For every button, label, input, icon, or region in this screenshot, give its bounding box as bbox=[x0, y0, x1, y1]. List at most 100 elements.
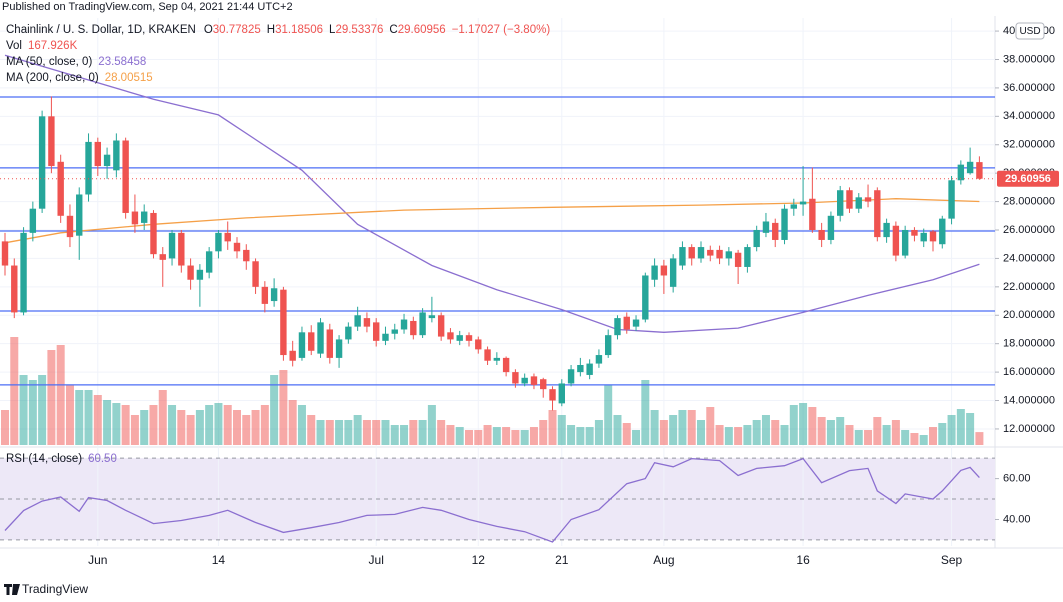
candle-body bbox=[205, 251, 213, 273]
volume-bar bbox=[910, 433, 919, 445]
volume-bar bbox=[28, 380, 37, 445]
brand: TradingView bbox=[22, 582, 88, 596]
volume-bar bbox=[817, 417, 826, 445]
candle-body bbox=[103, 154, 111, 167]
volume-bar bbox=[882, 425, 891, 445]
rsi-tick-label: 40.00 bbox=[1003, 513, 1031, 525]
candle-body bbox=[345, 326, 352, 340]
x-tick-label: 14 bbox=[212, 553, 226, 567]
candle-body bbox=[465, 335, 473, 341]
volume-bar bbox=[205, 405, 214, 445]
x-tick-label: 21 bbox=[555, 553, 569, 567]
ma-legend-name: MA (50, close, 0) bbox=[6, 56, 92, 68]
volume-bar bbox=[446, 425, 455, 445]
candle-body bbox=[178, 232, 185, 266]
ohlc-value: 30.77825 bbox=[213, 24, 261, 36]
volume-bar bbox=[743, 425, 752, 445]
candle-body bbox=[66, 215, 74, 238]
x-tick-label: Sep bbox=[941, 553, 963, 567]
volume-bar bbox=[752, 420, 761, 445]
candle-body bbox=[781, 208, 788, 240]
candle-body bbox=[168, 232, 176, 259]
candle-body bbox=[141, 211, 148, 223]
volume-bar bbox=[966, 413, 975, 445]
candle-body bbox=[48, 116, 55, 167]
volume-bar bbox=[19, 375, 28, 445]
candle-body bbox=[11, 265, 18, 313]
volume-bar bbox=[669, 415, 678, 445]
volume-bar bbox=[780, 425, 789, 445]
volume-bar bbox=[697, 420, 705, 445]
volume-bar bbox=[947, 415, 956, 445]
candle-body bbox=[308, 332, 315, 351]
candle-body bbox=[734, 252, 742, 267]
candle-body bbox=[651, 265, 658, 280]
volume-bar bbox=[325, 420, 334, 445]
x-tick-label: 12 bbox=[472, 553, 486, 567]
candle-body bbox=[94, 141, 101, 167]
volume-bar bbox=[400, 425, 409, 445]
volume-bar bbox=[567, 425, 576, 445]
volume-bar bbox=[233, 410, 241, 445]
volume-bar bbox=[734, 427, 743, 445]
candle-body bbox=[38, 116, 46, 209]
volume-bar bbox=[121, 405, 130, 445]
candle-body bbox=[920, 232, 927, 242]
volume-bar bbox=[520, 430, 529, 445]
volume-bar bbox=[864, 430, 873, 445]
candle-body bbox=[725, 251, 733, 259]
volume-bar bbox=[502, 427, 511, 445]
candle-body bbox=[187, 265, 194, 280]
volume-bar bbox=[761, 415, 770, 445]
volume-bar bbox=[474, 430, 483, 445]
volume-bar bbox=[845, 425, 854, 445]
candle-body bbox=[864, 197, 872, 202]
candle-body bbox=[948, 180, 955, 219]
candle-body bbox=[484, 349, 491, 361]
candle-body bbox=[419, 312, 426, 336]
candle-body bbox=[475, 339, 482, 350]
candle-body bbox=[437, 315, 445, 337]
volume-bar bbox=[297, 405, 306, 445]
currency-box bbox=[1015, 22, 1045, 40]
candle-body bbox=[224, 232, 231, 242]
volume-bar bbox=[427, 405, 436, 445]
ohlc-key: O bbox=[204, 24, 213, 36]
candle-body bbox=[642, 275, 649, 320]
volume-bar bbox=[260, 405, 269, 445]
y-tick-label: 16.000000 bbox=[1003, 366, 1055, 378]
volume-legend-value: 167.926K bbox=[28, 40, 78, 52]
candle-body bbox=[567, 369, 575, 384]
volume-bar bbox=[335, 420, 344, 445]
ohlc-value: 29.60956 bbox=[398, 24, 446, 36]
volume-bar bbox=[390, 425, 399, 445]
volume-bar bbox=[288, 400, 297, 445]
currency-label: USD bbox=[1019, 26, 1040, 37]
ma-line bbox=[4, 54, 980, 333]
volume-bar bbox=[465, 430, 473, 445]
candle-body bbox=[688, 247, 695, 259]
ma-legend-name: MA (200, close, 0) bbox=[6, 72, 99, 84]
rsi-legend-name: RSI (14, close) bbox=[6, 453, 82, 465]
candle-body bbox=[76, 194, 83, 236]
y-tick-label: 14.000000 bbox=[1003, 394, 1055, 406]
candle-body bbox=[530, 376, 538, 385]
volume-bar bbox=[103, 400, 112, 445]
volume-bar bbox=[799, 403, 808, 445]
candle-body bbox=[335, 339, 343, 358]
candle-body bbox=[809, 198, 816, 231]
volume-bar bbox=[112, 403, 121, 445]
volume-bar bbox=[47, 350, 56, 445]
candle-body bbox=[753, 230, 760, 248]
footer-logo bbox=[4, 584, 20, 595]
volume-bar bbox=[808, 407, 817, 445]
volume-bar bbox=[511, 430, 520, 445]
volume-legend: Vol 167.926K bbox=[6, 40, 78, 52]
volume-bar bbox=[956, 409, 965, 445]
volume-bar bbox=[362, 420, 371, 445]
volume-bar bbox=[492, 427, 501, 445]
candle-body bbox=[632, 319, 640, 327]
volume-bar bbox=[158, 390, 167, 445]
volume-legend-name: Vol bbox=[6, 40, 22, 52]
candle-body bbox=[976, 162, 983, 179]
